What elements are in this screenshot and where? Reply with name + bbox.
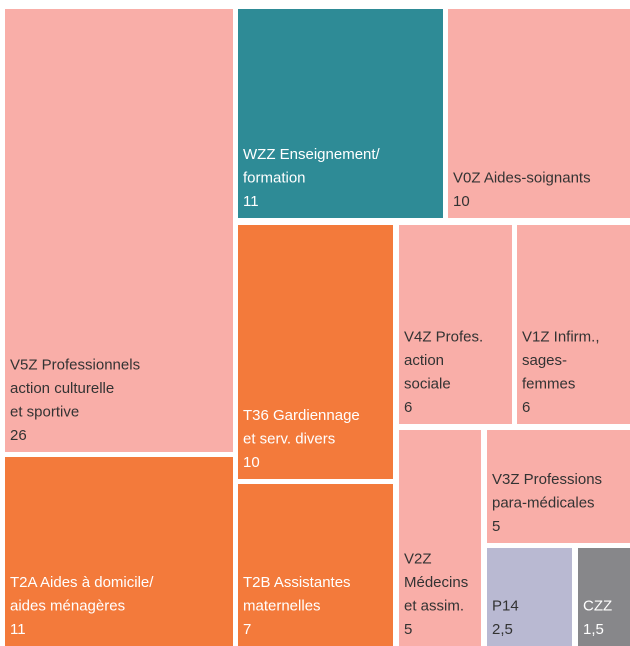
tile-value: 10 <box>243 454 260 471</box>
tile-label: action <box>404 352 444 369</box>
tile-label: sages- <box>522 352 567 369</box>
tile <box>487 548 572 646</box>
tile-value: 7 <box>243 621 251 638</box>
tile <box>517 225 630 424</box>
tile <box>578 548 630 646</box>
tile-value: 11 <box>243 193 259 210</box>
tile-label: T36 Gardiennage <box>243 407 360 424</box>
tile-label: WZZ Enseignement/ <box>243 146 381 163</box>
tile-label: femmes <box>522 376 575 393</box>
tile-label: et assim. <box>404 598 464 615</box>
tile-label: maternelles <box>243 598 321 615</box>
tile <box>238 9 443 218</box>
tile-value: 26 <box>10 427 27 444</box>
tile <box>238 225 393 479</box>
tile-label: aides ménagères <box>10 598 125 615</box>
tile-label: V1Z Infirm., <box>522 329 600 346</box>
tile <box>487 430 630 543</box>
tile-value: 1,5 <box>583 621 604 638</box>
tile <box>399 225 512 424</box>
tile-label: para-médicales <box>492 495 595 512</box>
tile-label: V3Z Professions <box>492 471 602 488</box>
tile-label: V4Z Profes. <box>404 329 483 346</box>
tile-label: T2A Aides à domicile/ <box>10 574 154 591</box>
tile-label: et sportive <box>10 404 79 421</box>
tile-label: CZZ <box>583 598 612 615</box>
tile-value: 10 <box>453 193 470 210</box>
tile-label: formation <box>243 170 306 187</box>
tile-label: Médecins <box>404 574 468 591</box>
tile-value: 5 <box>404 621 412 638</box>
tile-value: 6 <box>522 399 530 416</box>
tile <box>448 9 630 218</box>
tile-value: 11 <box>10 621 26 638</box>
tile <box>5 9 233 452</box>
tile-label: action culturelle <box>10 380 114 397</box>
tile-value: 2,5 <box>492 621 513 638</box>
tile-label: V2Z <box>404 551 432 568</box>
tile-value: 5 <box>492 518 500 535</box>
tile-label: et serv. divers <box>243 431 335 448</box>
tile <box>5 457 233 646</box>
tile <box>238 484 393 646</box>
tile-label: V5Z Professionnels <box>10 357 140 374</box>
tile <box>399 430 481 646</box>
tile-label: P14 <box>492 598 519 615</box>
tile-value: 6 <box>404 399 412 416</box>
tile-label: T2B Assistantes <box>243 574 351 591</box>
tile-label: V0Z Aides-soignants <box>453 170 591 187</box>
tile-label: sociale <box>404 376 451 393</box>
